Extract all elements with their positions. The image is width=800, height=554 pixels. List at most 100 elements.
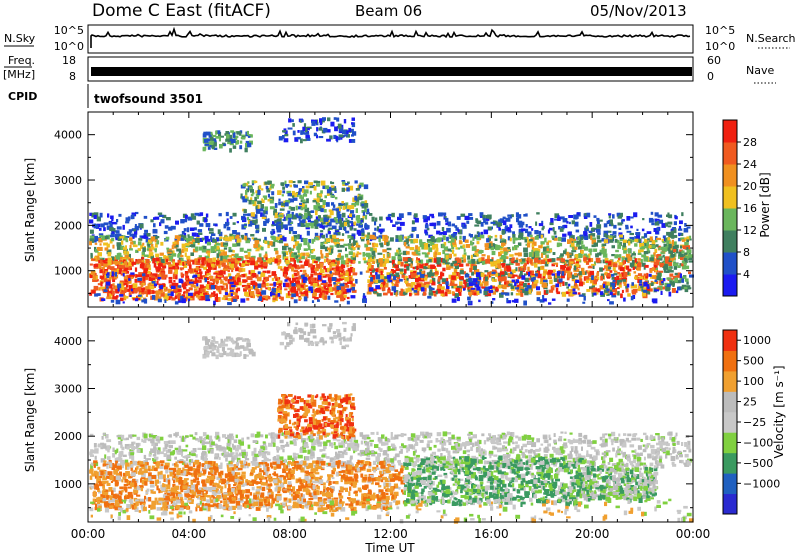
power-echo-cell <box>244 291 249 296</box>
power-echo-cell <box>464 273 470 278</box>
power-echo-cell <box>371 250 376 256</box>
power-echo-cell <box>106 296 111 300</box>
power-echo-cell <box>422 215 427 219</box>
power-echo-cell <box>335 136 341 141</box>
power-echo-cell <box>335 265 339 268</box>
power-echo-cell <box>467 286 471 290</box>
power-echo-cell <box>492 291 496 295</box>
power-echo-cell <box>205 131 211 136</box>
power-echo-cell <box>362 293 366 298</box>
power-echo-cell <box>417 246 421 252</box>
power-echo-cell <box>216 260 220 265</box>
power-echo-cell <box>501 242 506 246</box>
power-echo-cell <box>176 235 181 239</box>
power-echo-cell <box>688 252 691 256</box>
power-echo-cell <box>177 285 182 288</box>
power-echo-cell <box>97 252 102 257</box>
power-echo-cell <box>568 215 573 218</box>
power-echo-cell <box>492 286 495 289</box>
power-echo-cell <box>677 272 681 277</box>
power-echo-cell <box>649 244 652 249</box>
power-echo-cell <box>361 201 365 204</box>
velocity-echo-cell <box>423 434 428 439</box>
power-echo-cell <box>232 243 237 247</box>
power-echo-cell <box>212 138 217 142</box>
power-echo-cell <box>217 274 223 277</box>
power-echo-cell <box>260 287 263 291</box>
power-echo-cell <box>355 242 359 246</box>
power-echo-cell <box>337 287 341 290</box>
power-echo-cell <box>137 277 143 281</box>
power-echo-cell <box>323 217 329 222</box>
power-echo-cell <box>351 222 355 227</box>
power-echo-cell <box>293 244 296 249</box>
power-echo-cell <box>643 281 648 287</box>
power-echo-cell <box>494 238 498 241</box>
power-echo-cell <box>208 231 214 234</box>
power-echo-cell <box>555 287 559 293</box>
power-echo-cell <box>256 238 261 242</box>
power-echo-cell <box>311 266 314 269</box>
power-echo-cell <box>589 258 594 262</box>
power-echo-cell <box>361 210 365 213</box>
power-echo-cell <box>471 263 475 267</box>
power-echo-cell <box>339 218 343 223</box>
power-echo-cell <box>224 276 228 282</box>
power-echo-cell <box>276 218 282 223</box>
power-echo-cell <box>437 257 441 262</box>
power-echo-cell <box>264 206 268 211</box>
power-echo-cell <box>566 298 570 302</box>
power-echo-cell <box>311 120 316 126</box>
power-echo-cell <box>381 287 386 291</box>
power-echo-cell <box>229 276 233 280</box>
power-echo-cell <box>564 263 568 267</box>
power-echo-cell <box>339 270 344 273</box>
power-echo-cell <box>314 288 320 293</box>
power-echo-cell <box>405 279 409 285</box>
power-echo-cell <box>307 216 311 220</box>
power-echo-cell <box>391 212 395 218</box>
power-echo-cell <box>654 221 660 226</box>
power-echo-cell <box>557 274 560 279</box>
power-echo-cell <box>581 267 585 273</box>
power-echo-cell <box>203 292 208 295</box>
power-echo-cell <box>318 293 322 298</box>
power-echo-cell <box>422 263 427 266</box>
power-echo-cell <box>292 231 297 235</box>
power-echo-cell <box>224 292 228 296</box>
velocity-echo-cell <box>603 451 609 456</box>
power-echo-cell <box>309 190 312 195</box>
power-echo-cell <box>386 242 389 247</box>
power-echo-cell <box>281 194 284 197</box>
velocity-echo-cell <box>258 434 264 438</box>
power-echo-cell <box>356 229 361 235</box>
power-echo-cell <box>424 263 429 266</box>
power-echo-cell <box>114 285 119 290</box>
power-echo-cell <box>434 267 437 272</box>
power-echo-cell <box>614 292 618 295</box>
power-echo-cell <box>235 140 238 145</box>
power-echo-cell <box>576 240 581 245</box>
power-echo-cell <box>327 274 332 278</box>
power-echo-cell <box>269 283 274 286</box>
power-echo-cell <box>231 284 236 288</box>
power-echo-cell <box>415 277 419 283</box>
power-echo-cell <box>226 226 231 231</box>
power-echo-cell <box>293 256 297 260</box>
power-echo-cell <box>499 271 505 275</box>
power-echo-cell <box>380 283 384 288</box>
power-echo-cell <box>227 262 230 267</box>
power-echo-cell <box>463 258 467 263</box>
power-echo-cell <box>241 218 246 221</box>
power-echo-cell <box>680 245 683 249</box>
power-echo-cell <box>495 244 500 250</box>
power-echo-cell <box>304 285 308 287</box>
power-echo-cell <box>216 243 221 246</box>
power-echo-cell <box>358 185 362 189</box>
power-echo-cell <box>194 227 197 231</box>
power-echo-cell <box>600 273 604 278</box>
power-echo-cell <box>611 273 615 277</box>
power-echo-cell <box>253 237 258 241</box>
power-echo-cell <box>293 234 298 239</box>
power-echo-cell <box>201 296 206 301</box>
